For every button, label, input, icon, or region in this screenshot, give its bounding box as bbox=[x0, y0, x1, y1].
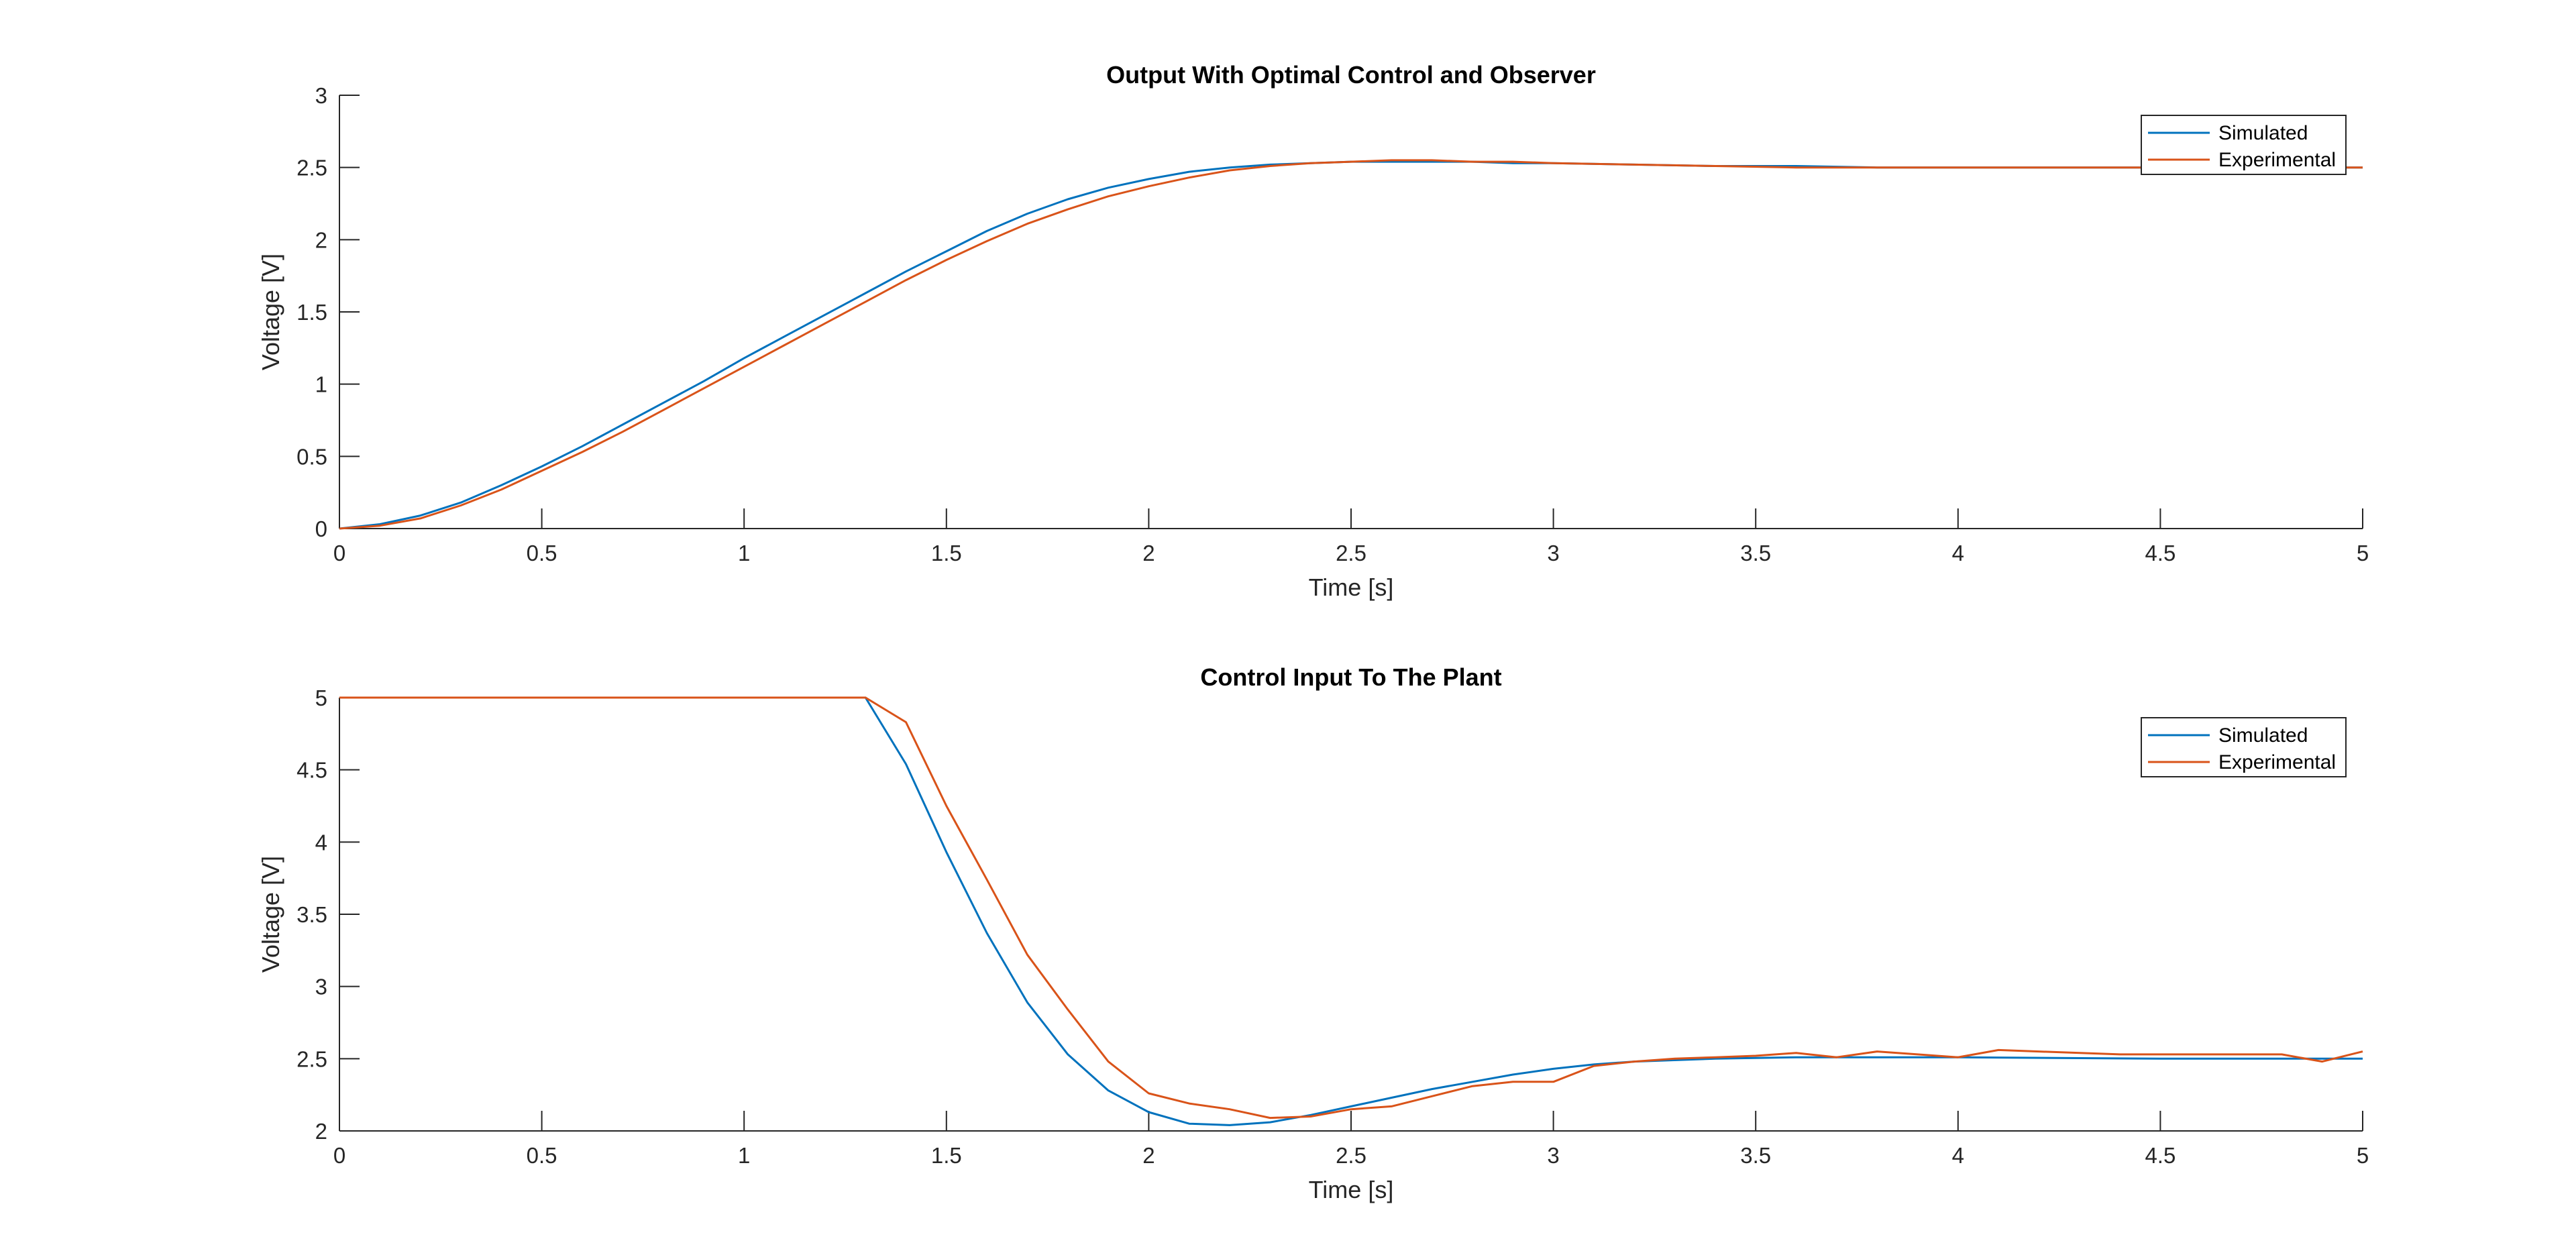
x-tick-label: 1 bbox=[738, 541, 750, 565]
series-line-simulated bbox=[339, 696, 2363, 1126]
y-tick-label: 2.5 bbox=[297, 156, 327, 180]
series-line-simulated bbox=[339, 160, 2363, 530]
x-tick-label: 4 bbox=[1952, 541, 1964, 565]
x-tick-label: 0.5 bbox=[527, 1143, 557, 1168]
x-tick-label: 1 bbox=[738, 1143, 750, 1168]
legend-label-experimental: Experimental bbox=[2218, 149, 2336, 171]
y-tick-label: 0.5 bbox=[297, 444, 327, 469]
x-tick-label: 3.5 bbox=[1740, 1143, 1771, 1168]
y-tick-label: 1 bbox=[315, 372, 327, 397]
y-tick-label: 3.5 bbox=[297, 902, 327, 927]
series-line-experimental bbox=[339, 696, 2363, 1120]
y-tick-label: 3 bbox=[315, 975, 327, 999]
x-tick-label: 2 bbox=[1142, 1143, 1155, 1168]
legend: Simulated Experimental bbox=[2141, 115, 2347, 175]
y-tick-label: 5 bbox=[315, 686, 327, 710]
legend-box bbox=[2141, 717, 2347, 777]
x-tick-label: 3 bbox=[1547, 1143, 1559, 1168]
chart-2: 0 0.5 1 1.5 2 2.5 3 3.5 4 4.5 5 2 2.5 3 3.5 4 4.5 5 Contro… bbox=[257, 663, 2369, 1203]
x-tick-label: 0 bbox=[333, 541, 345, 565]
legend-label-experimental: Experimental bbox=[2218, 751, 2336, 773]
y-tick-label: 1.5 bbox=[297, 300, 327, 325]
legend: Simulated Experimental bbox=[2141, 717, 2347, 777]
legend-label-simulated: Simulated bbox=[2218, 724, 2308, 747]
legend-label-simulated: Simulated bbox=[2218, 122, 2308, 144]
x-axis-label: Time [s] bbox=[1309, 1176, 1394, 1203]
x-tick-label: 2 bbox=[1142, 541, 1155, 565]
y-tick-label: 2 bbox=[315, 227, 327, 252]
x-tick-label: 3.5 bbox=[1740, 541, 1771, 565]
x-tick-label: 1.5 bbox=[931, 541, 962, 565]
y-tick-label: 4.5 bbox=[297, 758, 327, 783]
x-tick-label: 3 bbox=[1547, 541, 1559, 565]
x-tick-label: 4 bbox=[1952, 1143, 1964, 1168]
y-axis-label: Voltage [V] bbox=[257, 856, 284, 973]
series-line-experimental bbox=[339, 159, 2363, 530]
x-tick-label: 4.5 bbox=[2145, 1143, 2176, 1168]
y-tick-label: 2.5 bbox=[297, 1046, 327, 1071]
x-tick-label: 5 bbox=[2357, 1143, 2369, 1168]
chart-title: Output With Optimal Control and Observer bbox=[1106, 61, 1596, 89]
x-tick-label: 5 bbox=[2357, 541, 2369, 565]
y-tick-label: 4 bbox=[315, 830, 327, 855]
chart-title: Control Input To The Plant bbox=[1200, 663, 1501, 691]
x-tick-label: 0 bbox=[333, 1143, 345, 1168]
x-tick-label: 4.5 bbox=[2145, 541, 2176, 565]
x-tick-label: 0.5 bbox=[527, 541, 557, 565]
x-tick-label: 2.5 bbox=[1336, 541, 1366, 565]
chart-1: 0 0.5 1 1.5 2 2.5 3 3.5 4 4.5 5 0 0.5 1 1.5 2 2.5 3 Output… bbox=[257, 61, 2369, 601]
x-axis-label: Time [s] bbox=[1309, 574, 1394, 601]
x-tick-label: 1.5 bbox=[931, 1143, 962, 1168]
y-tick-label: 0 bbox=[315, 516, 327, 541]
y-axis-label: Voltage [V] bbox=[257, 254, 284, 370]
y-tick-label: 2 bbox=[315, 1119, 327, 1144]
x-tick-label: 2.5 bbox=[1336, 1143, 1366, 1168]
y-tick-label: 3 bbox=[315, 83, 327, 108]
legend-box bbox=[2141, 115, 2347, 175]
